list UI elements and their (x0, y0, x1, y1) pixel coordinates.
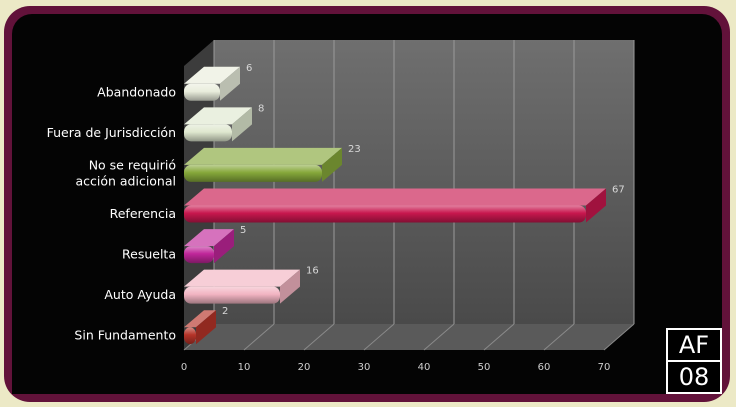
bar-top (184, 310, 216, 328)
category-label: Auto Ayuda (104, 287, 176, 302)
x-tick-label: 50 (478, 362, 491, 373)
back-wall (214, 40, 634, 324)
category-label: Fuera de Jurisdicción (47, 125, 176, 140)
bar-front (184, 205, 586, 223)
category-label: Abandonado (97, 84, 176, 99)
data-label: 23 (348, 144, 361, 155)
bar-end (232, 107, 252, 142)
bar-end (196, 310, 216, 345)
bar (184, 107, 252, 142)
category-label: acción adicional (75, 173, 176, 188)
bar-top (184, 269, 300, 287)
gridline-floor (603, 323, 635, 351)
x-tick-label: 60 (538, 362, 551, 373)
bar-front (184, 327, 196, 345)
x-tick-label: 20 (298, 362, 311, 373)
floor (184, 324, 634, 350)
gridline-floor (423, 323, 455, 351)
bar (184, 269, 300, 304)
bar-front (184, 286, 280, 304)
category-label: Resuelta (122, 247, 176, 262)
category-label: Referencia (110, 206, 176, 221)
bar (184, 188, 606, 223)
bar-front (184, 124, 232, 142)
bar-top (184, 147, 342, 165)
bar (184, 66, 240, 101)
x-tick-label: 30 (358, 362, 371, 373)
bar-front (184, 246, 214, 264)
category-label: Sin Fundamento (74, 328, 176, 343)
badge-line-2: 08 (678, 363, 710, 391)
data-label: 8 (258, 103, 264, 114)
bar-front (184, 83, 220, 101)
data-label: 67 (612, 185, 625, 196)
bar (184, 310, 216, 345)
data-label: 5 (240, 225, 246, 236)
bar (184, 147, 342, 182)
bar-end (322, 147, 342, 182)
chart-panel: 6 Abandonado 8 Fuera de Jurisdicción 23 No se… (12, 14, 722, 394)
bar-chart: 6 Abandonado 8 Fuera de Jurisdicción 23 No se… (47, 40, 635, 373)
data-label: 16 (306, 266, 319, 277)
gridline-floor (243, 323, 275, 351)
gridline-floor (303, 323, 335, 351)
bar-top (184, 66, 240, 84)
category-label: No se requirió (89, 157, 176, 172)
gridline-floor (363, 323, 395, 351)
x-tick-label: 70 (598, 362, 611, 373)
badge-line-1: AF (668, 330, 720, 362)
page-badge: AF 08 (666, 328, 722, 394)
bar-end (214, 229, 234, 264)
bar-top (184, 188, 606, 206)
x-tick-label: 40 (418, 362, 431, 373)
bar-end (586, 188, 606, 223)
gridline-floor (543, 323, 575, 351)
x-tick-label: 0 (181, 362, 187, 373)
bar-end (280, 269, 300, 304)
bar-end (220, 66, 240, 101)
data-label: 2 (222, 306, 228, 317)
bar-top (184, 229, 234, 247)
bar-front (184, 164, 322, 182)
bar (184, 229, 234, 264)
gridline-floor (483, 323, 515, 351)
bar-top (184, 107, 252, 125)
x-tick-label: 10 (238, 362, 251, 373)
data-label: 6 (246, 63, 252, 74)
